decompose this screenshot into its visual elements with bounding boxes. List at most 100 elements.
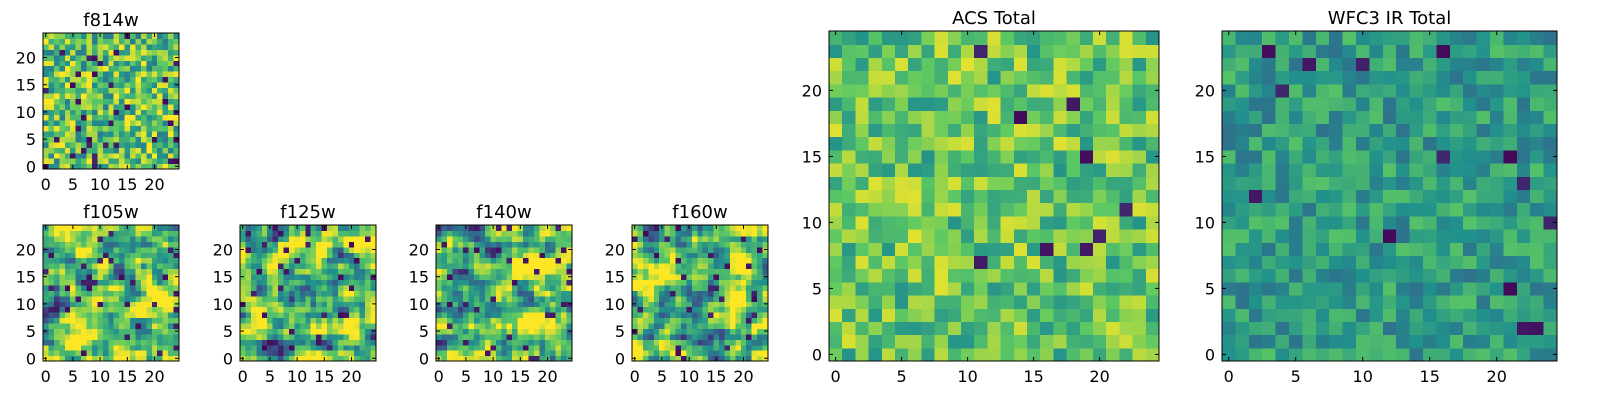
heatmap-cell [102, 241, 109, 248]
heatmap-cell [1516, 281, 1531, 296]
y-tick-label: 5 [1205, 279, 1215, 298]
heatmap-cell [140, 81, 147, 88]
heatmap-cell [561, 268, 568, 275]
heatmap-cell [855, 83, 870, 98]
heatmap-cell [157, 301, 164, 308]
heatmap-cell [108, 163, 115, 170]
heatmap-cell [53, 301, 60, 308]
heatmap-cell [670, 279, 677, 286]
heatmap-cell [86, 147, 93, 154]
heatmap-cell [961, 83, 975, 98]
x-tick-label: 0 [1224, 367, 1234, 386]
heatmap-cell [637, 257, 644, 264]
heatmap-cell [1222, 44, 1236, 58]
heatmap-cell [81, 65, 88, 72]
heatmap-cell [250, 235, 257, 242]
heatmap-cell [81, 273, 88, 280]
heatmap-cell [490, 306, 497, 313]
heatmap-cell [86, 98, 93, 105]
heatmap-cell [299, 279, 306, 286]
heatmap-cell [81, 49, 88, 56]
heatmap-cell [70, 152, 77, 159]
heatmap-cell [278, 230, 285, 237]
heatmap-cell [310, 252, 317, 259]
heatmap-cell [468, 263, 475, 270]
heatmap-cell [457, 317, 464, 324]
x-tick-label: 10 [287, 367, 307, 386]
heatmap-cell [135, 141, 142, 148]
heatmap-cell [250, 279, 257, 286]
heatmap-cell [97, 98, 104, 105]
heatmap-cell [702, 257, 709, 264]
heatmap-cell [1066, 31, 1081, 45]
heatmap-cell [495, 246, 502, 253]
heatmap-cell [746, 241, 753, 248]
heatmap-cell [1503, 334, 1518, 349]
heatmap-cell [299, 328, 306, 335]
heatmap-cell [91, 339, 98, 346]
heatmap-cell [1106, 189, 1120, 204]
heatmap-cell [544, 273, 551, 280]
heatmap-cell [512, 355, 519, 362]
heatmap-cell [484, 344, 491, 351]
heatmap-cell [261, 355, 268, 362]
heatmap-cell [102, 71, 109, 78]
heatmap-cell [632, 339, 639, 346]
heatmap-cell [102, 306, 109, 313]
heatmap-cell [1000, 97, 1015, 111]
heatmap-cell [91, 152, 98, 159]
heatmap-cell [1079, 44, 1094, 58]
heatmap-cell [348, 284, 355, 291]
heatmap-cell [162, 317, 169, 324]
heatmap-cell [713, 279, 720, 286]
heatmap-cell [168, 306, 175, 313]
heatmap-cell [365, 268, 372, 275]
heatmap-cell [680, 230, 687, 237]
heatmap-cell [1449, 255, 1464, 270]
heatmap-cell [762, 257, 769, 264]
heatmap-cell [140, 257, 147, 264]
heatmap-cell [359, 344, 366, 351]
heatmap-cell [299, 295, 306, 302]
heatmap-cell [1013, 308, 1028, 322]
heatmap-cell [555, 344, 562, 351]
heatmap-cell [691, 355, 698, 362]
heatmap-cell [762, 322, 769, 329]
heatmap-cell [544, 279, 551, 286]
heatmap-cell [272, 301, 279, 308]
heatmap-cell [544, 263, 551, 270]
heatmap-cell [64, 43, 71, 50]
heatmap-cell [64, 350, 71, 357]
heatmap-cell [729, 230, 736, 237]
heatmap-cell [173, 38, 180, 45]
heatmap-cell [1079, 110, 1094, 124]
x-tick-label: 15 [117, 175, 137, 194]
heatmap-cell [97, 60, 104, 67]
heatmap-cell [729, 284, 736, 291]
heatmap-cell [157, 355, 164, 362]
heatmap-cell [1079, 83, 1094, 98]
heatmap-cell [343, 263, 350, 270]
heatmap-cell [151, 71, 158, 78]
heatmap-cell [86, 246, 93, 253]
heatmap-cell [48, 114, 55, 121]
heatmap-cell [441, 295, 448, 302]
heatmap-cell [113, 114, 120, 121]
heatmap-cell [691, 350, 698, 357]
heatmap-cell [310, 317, 317, 324]
heatmap-cell [746, 350, 753, 357]
heatmap-cell [43, 147, 50, 154]
heatmap-cell [1132, 229, 1147, 243]
heatmap-cell [327, 350, 334, 357]
heatmap-cell [151, 103, 158, 110]
heatmap-cell [1329, 44, 1344, 58]
heatmap-cell [691, 284, 698, 291]
heatmap-cell [140, 92, 147, 99]
heatmap-cell [1516, 136, 1531, 151]
heatmap-cell [1329, 149, 1344, 164]
heatmap-cell [686, 301, 693, 308]
heatmap-cell [680, 306, 687, 313]
heatmap-cell [436, 230, 443, 237]
heatmap-cell [75, 38, 82, 45]
heatmap-cell [86, 65, 93, 72]
